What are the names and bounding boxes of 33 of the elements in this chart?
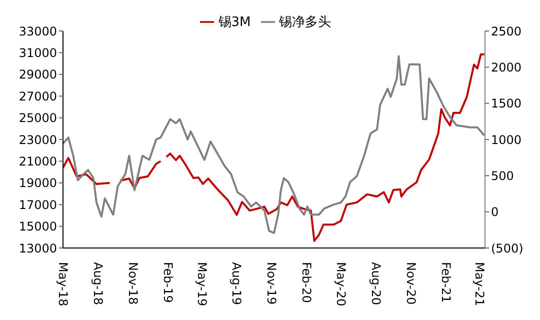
- y-tick-label: 21000: [18, 154, 57, 168]
- x-tick-label: Nov-20: [404, 262, 418, 305]
- x-tick-label: Aug-18: [90, 262, 105, 306]
- x-tick-label: Feb-19: [160, 262, 175, 303]
- y-tick-label: 13000: [18, 241, 57, 256]
- y2-tick-label: 1000: [491, 132, 522, 147]
- y-tick-label: 19000: [18, 176, 57, 190]
- x-tick-label: Aug-19: [230, 262, 244, 306]
- x-tick-label: Nov-19: [264, 262, 279, 305]
- y-tick-label: 33000: [18, 24, 57, 38]
- y2-tick-label: 500: [491, 168, 514, 183]
- y2-tick-label: 0: [491, 205, 499, 220]
- x-tick-label: Nov-18: [126, 262, 140, 305]
- y-tick-label: 31000: [18, 46, 57, 60]
- y-tick-label: 25000: [18, 111, 57, 126]
- y-tick-label: 17000: [18, 198, 57, 212]
- legend-label: 锡3M: [218, 15, 251, 30]
- x-tick-label: May-20: [334, 262, 348, 306]
- x-tick-label: May-18: [56, 262, 70, 306]
- x-tick-label: May-21: [472, 262, 487, 306]
- x-tick-label: May-19: [194, 262, 209, 306]
- x-tick-label: Feb-20: [300, 262, 314, 303]
- y-tick-label: 29000: [18, 68, 57, 82]
- y-tick-label: 15000: [18, 220, 57, 234]
- y2-tick-label: 2000: [491, 60, 522, 74]
- y-tick-label: 27000: [18, 89, 57, 104]
- x-tick-label: Aug-20: [368, 262, 383, 306]
- y-tick-label: 23000: [18, 132, 57, 147]
- x-tick-label: Feb-21: [438, 262, 453, 303]
- y2-tick-label: 1500: [491, 96, 522, 111]
- y2-tick-label: (500): [491, 241, 524, 256]
- y2-tick-label: 2500: [491, 24, 522, 38]
- legend-label: 锡净多头: [278, 15, 331, 30]
